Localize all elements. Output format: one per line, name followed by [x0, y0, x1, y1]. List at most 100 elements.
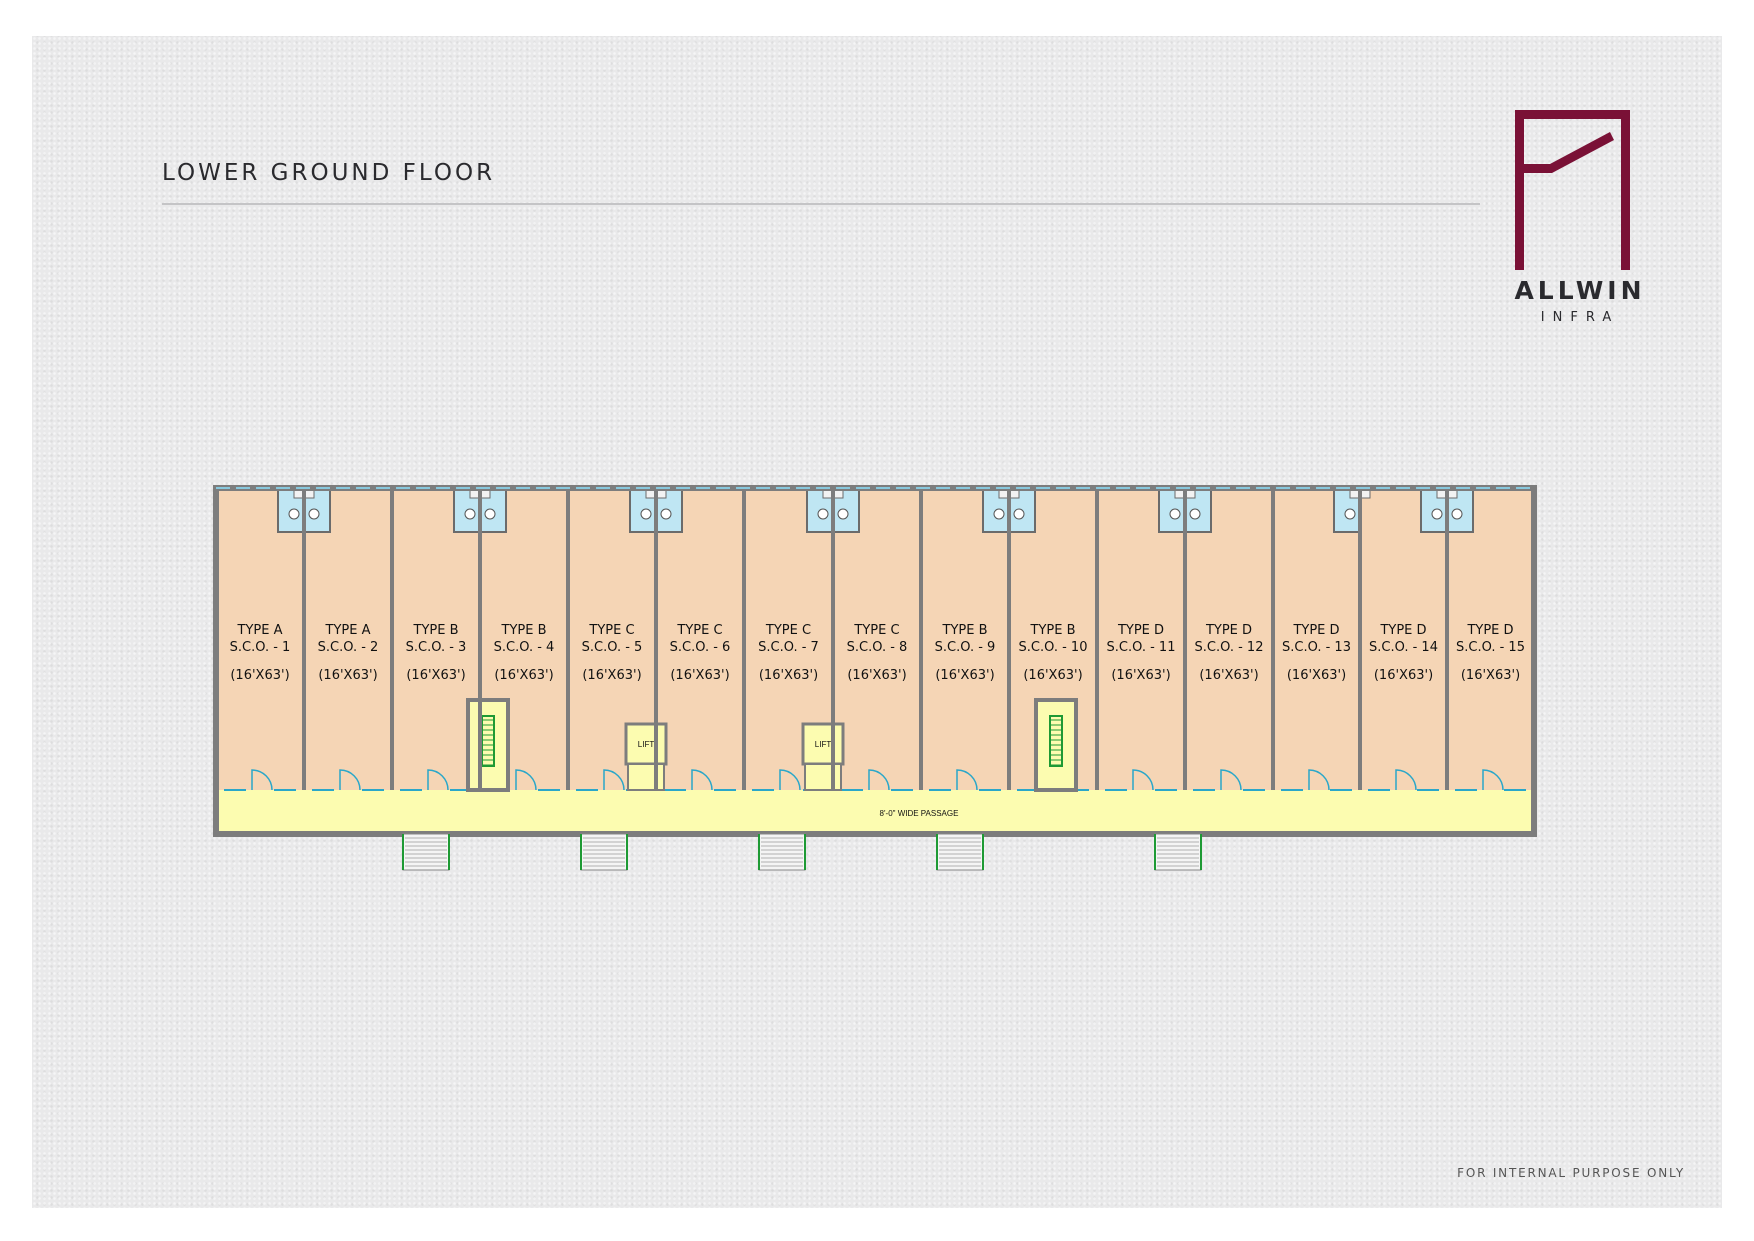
wc-icon	[1431, 508, 1443, 520]
brand-logo-icon	[1515, 110, 1630, 270]
passage-label: 8'-0" WIDE PASSAGE	[880, 809, 959, 818]
unit-area	[1185, 488, 1273, 790]
unit-2: TYPE A S.C.O. - 2 (16'X63')	[304, 488, 392, 791]
unit-code-label: S.C.O. - 13	[1282, 640, 1351, 655]
unit-type-label: TYPE B	[501, 623, 547, 638]
wc-icon	[817, 508, 829, 520]
brand-name: ALLWIN	[1514, 276, 1646, 305]
unit-size-label: (16'X63')	[759, 668, 818, 683]
unit-code-label: S.C.O. - 7	[758, 640, 819, 655]
lift-label: LIFT	[638, 740, 655, 749]
wc-icon	[1189, 508, 1201, 520]
wc-icon	[1013, 508, 1025, 520]
title-divider	[162, 203, 1480, 205]
unit-size-label: (16'X63')	[230, 668, 289, 683]
door-swing-icon	[339, 769, 361, 791]
unit-type-label: TYPE A	[325, 623, 371, 638]
unit-type-label: TYPE C	[588, 623, 634, 638]
unit-code-label: S.C.O. - 14	[1369, 640, 1438, 655]
unit-size-label: (16'X63')	[1199, 668, 1258, 683]
door-swing-icon	[603, 769, 625, 791]
unit-1: TYPE A S.C.O. - 1 (16'X63')	[216, 488, 304, 791]
unit-code-label: S.C.O. - 3	[406, 640, 467, 655]
unit-type-label: TYPE D	[1379, 623, 1426, 638]
unit-code-label: S.C.O. - 10	[1019, 640, 1088, 655]
wc-icon	[1344, 508, 1356, 520]
unit-code-label: S.C.O. - 4	[494, 640, 555, 655]
wc-icon	[484, 508, 496, 520]
stair-icon	[1049, 715, 1063, 767]
unit-size-label: (16'X63')	[1374, 668, 1433, 683]
unit-code-label: S.C.O. - 2	[318, 640, 379, 655]
unit-3: TYPE B S.C.O. - 3 (16'X63')	[392, 488, 480, 791]
unit-size-label: (16'X63')	[406, 668, 465, 683]
door-swing-icon	[427, 769, 449, 791]
entry-steps	[402, 833, 450, 871]
unit-area	[392, 488, 480, 790]
door-swing-icon	[1132, 769, 1154, 791]
outer-wall	[213, 485, 1537, 837]
passage	[216, 790, 1534, 834]
door-swing-icon	[691, 769, 713, 791]
lift-box	[624, 722, 668, 766]
step-block	[936, 833, 984, 871]
unit-area	[1273, 488, 1360, 790]
door-swing-icon	[1482, 769, 1504, 791]
unit-size-label: (16'X63')	[582, 668, 641, 683]
door-swing-icon	[1308, 769, 1330, 791]
unit-type-label: TYPE B	[1030, 623, 1076, 638]
door-swing-icon	[779, 769, 801, 791]
unit-type-label: TYPE A	[237, 623, 283, 638]
unit-area	[1360, 488, 1447, 790]
step-block	[758, 833, 806, 871]
unit-size-label: (16'X63')	[935, 668, 994, 683]
unit-size-label: (16'X63')	[670, 668, 729, 683]
step-block	[580, 833, 628, 871]
unit-12: TYPE D S.C.O. - 12 (16'X63')	[1185, 488, 1273, 791]
unit-type-label: TYPE B	[942, 623, 988, 638]
door-swing-icon	[515, 769, 537, 791]
unit-11: TYPE D S.C.O. - 11 (16'X63')	[1097, 488, 1185, 791]
unit-15: TYPE D S.C.O. - 15 (16'X63')	[1447, 488, 1534, 791]
unit-code-label: S.C.O. - 15	[1456, 640, 1525, 655]
unit-type-label: TYPE B	[413, 623, 459, 638]
step-block	[402, 833, 450, 871]
door-swing-icon	[1395, 769, 1417, 791]
wc-icon	[1451, 508, 1463, 520]
wc-icon	[464, 508, 476, 520]
brand-subtitle: INFRA	[1540, 310, 1620, 325]
floor-plan: TYPE A S.C.O. - 1 (16'X63') TYPE A S.C.O. - …	[213, 485, 1537, 871]
wc-icon	[308, 508, 320, 520]
unit-code-label: S.C.O. - 11	[1107, 640, 1176, 655]
unit-size-label: (16'X63')	[1111, 668, 1170, 683]
entry-steps	[1154, 833, 1202, 871]
unit-code-label: S.C.O. - 12	[1195, 640, 1264, 655]
wc-icon	[640, 508, 652, 520]
unit-area	[833, 488, 921, 790]
door-swing-icon	[251, 769, 273, 791]
wc-icon	[1169, 508, 1181, 520]
footer-note: FOR INTERNAL PURPOSE ONLY	[1457, 1166, 1685, 1180]
unit-area	[216, 488, 304, 790]
unit-size-label: (16'X63')	[1287, 668, 1346, 683]
door-swing-icon	[868, 769, 890, 791]
unit-code-label: S.C.O. - 9	[935, 640, 996, 655]
unit-type-label: TYPE D	[1117, 623, 1164, 638]
unit-type-label: TYPE D	[1466, 623, 1513, 638]
unit-code-label: S.C.O. - 8	[847, 640, 908, 655]
wc-icon	[837, 508, 849, 520]
unit-type-label: TYPE C	[676, 623, 722, 638]
unit-type-label: TYPE C	[765, 623, 811, 638]
entry-steps	[758, 833, 806, 871]
lift-lobby	[627, 763, 665, 791]
page-title: LOWER GROUND FLOOR	[162, 160, 496, 186]
unit-size-label: (16'X63')	[847, 668, 906, 683]
unit-9: TYPE B S.C.O. - 9 (16'X63')	[921, 488, 1009, 791]
unit-code-label: S.C.O. - 1	[230, 640, 291, 655]
entry-steps	[936, 833, 984, 871]
unit-6: TYPE C S.C.O. - 6 (16'X63')	[656, 488, 744, 791]
unit-type-label: TYPE D	[1205, 623, 1252, 638]
wc-icon	[993, 508, 1005, 520]
unit-code-label: S.C.O. - 6	[670, 640, 731, 655]
unit-13: TYPE D S.C.O. - 13 (16'X63')	[1273, 488, 1360, 791]
